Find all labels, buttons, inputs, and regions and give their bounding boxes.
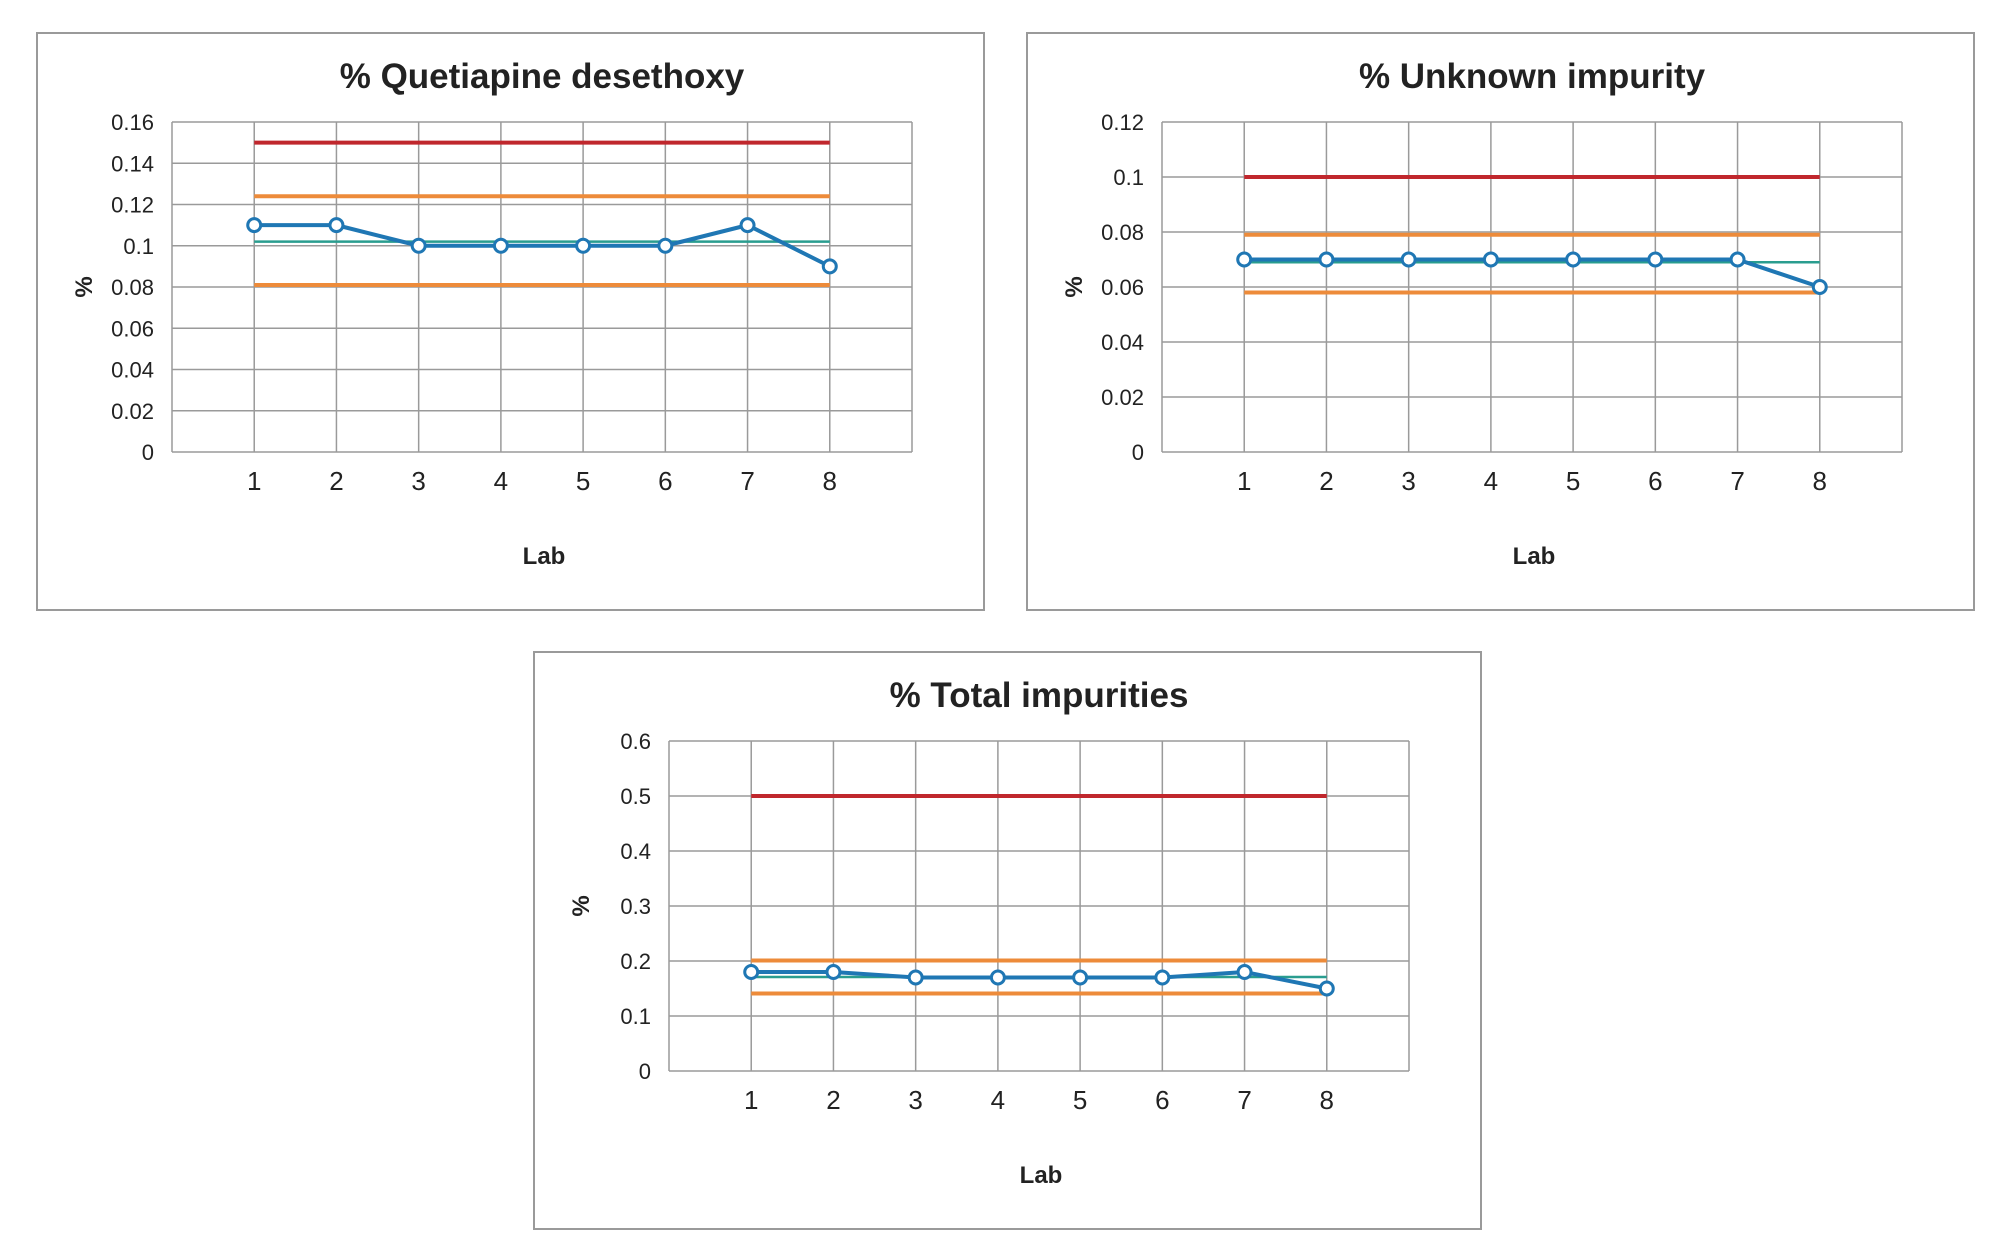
x-tick-label: 5	[1073, 1085, 1087, 1115]
x-tick-label: 3	[1401, 466, 1415, 496]
y-tick-label: 0.1	[123, 234, 154, 259]
x-tick-label: 6	[658, 466, 672, 496]
y-tick-label: 0.3	[620, 894, 651, 919]
y-tick-label: 0	[1132, 440, 1144, 465]
x-tick-label: 3	[411, 466, 425, 496]
chart-unknown-impurity: % Unknown impurity 0 0.02 0.04 0.06 0.08 0.1 0.…	[1061, 57, 1903, 570]
x-tick-label: 2	[1319, 466, 1333, 496]
x-tick-label: 2	[826, 1085, 840, 1115]
y-tick-label: 0.08	[111, 275, 154, 300]
y-axis-label: %	[568, 895, 595, 916]
data-point	[1236, 251, 1253, 268]
data-point	[1072, 969, 1089, 986]
y-tick-label: 0.02	[111, 399, 154, 424]
x-tick-label: 3	[908, 1085, 922, 1115]
y-tick-label: 0.06	[111, 316, 154, 341]
chart-panel-quetiapine-desethoxy: % Quetiapine desethoxy 0 0.02 0.04 0.06 0.08 0…	[36, 32, 985, 611]
chart-title: % Quetiapine desethoxy	[340, 57, 745, 96]
data-point	[1565, 251, 1582, 268]
x-tick-label: 8	[1813, 466, 1827, 496]
y-tick-label: 0.12	[1101, 110, 1144, 135]
y-tick-label: 0	[639, 1059, 651, 1084]
data-point	[825, 964, 842, 980]
x-tick-label: 5	[1566, 466, 1580, 496]
y-axis-label: %	[71, 276, 98, 297]
x-axis-label: Lab	[1020, 1162, 1063, 1189]
x-tick-label: 1	[247, 466, 261, 496]
y-tick-label: 0.04	[111, 358, 154, 383]
y-tick-label: 0.1	[1113, 165, 1144, 190]
x-tick-label: 1	[744, 1085, 758, 1115]
data-point	[1154, 969, 1171, 986]
data-point	[1318, 251, 1335, 268]
series-line-lab-result	[751, 970, 1328, 991]
data-point	[1811, 279, 1828, 295]
x-tick-label: 4	[1484, 466, 1498, 496]
y-tick-label: 0.06	[1101, 275, 1144, 300]
chart-quetiapine-desethoxy: % Quetiapine desethoxy 0 0.02 0.04 0.06 0.08 0…	[71, 57, 913, 570]
x-tick-label: 6	[1648, 466, 1662, 496]
data-point	[1318, 980, 1335, 997]
y-tick-label: 0.12	[111, 193, 154, 218]
chart-total-impurities: % Total impurities 0 0.1 0.2 0.3 0.4 0.5 0.6 1 2 3…	[568, 676, 1410, 1189]
x-axis-label: Lab	[1513, 543, 1556, 570]
chart-panel-total-impurities: % Total impurities 0 0.1 0.2 0.3 0.4 0.5 0.6 1 2 3…	[533, 651, 1482, 1230]
data-point	[246, 217, 263, 234]
data-point	[492, 237, 509, 254]
data-point	[907, 969, 924, 986]
x-tick-label: 7	[740, 466, 754, 496]
x-tick-label: 4	[991, 1085, 1005, 1115]
chart-title: % Unknown impurity	[1359, 57, 1706, 96]
chart-panel-unknown-impurity: % Unknown impurity 0 0.02 0.04 0.06 0.08 0.1 0.…	[1026, 32, 1975, 611]
chart-title: % Total impurities	[890, 676, 1189, 715]
data-point	[657, 237, 674, 254]
y-tick-label: 0.4	[620, 839, 651, 864]
y-tick-label: 0.02	[1101, 385, 1144, 410]
data-point	[1482, 251, 1499, 268]
y-tick-label: 0.6	[620, 729, 651, 754]
x-axis-label: Lab	[523, 543, 566, 570]
data-point	[1647, 251, 1664, 268]
x-tick-label: 5	[576, 466, 590, 496]
y-tick-label: 0.08	[1101, 220, 1144, 245]
x-tick-label: 2	[329, 466, 343, 496]
y-tick-label: 0.2	[620, 949, 651, 974]
data-point	[1729, 251, 1746, 268]
x-tick-label: 8	[823, 466, 837, 496]
y-tick-label: 0.14	[111, 151, 154, 176]
x-tick-label: 1	[1237, 466, 1251, 496]
data-point	[1236, 964, 1253, 980]
data-point	[743, 964, 760, 980]
y-tick-label: 0.16	[111, 110, 154, 135]
data-point	[821, 258, 838, 275]
series-line-lab-result	[254, 223, 831, 269]
y-tick-label: 0	[142, 440, 154, 465]
data-point	[739, 217, 756, 234]
x-tick-label: 7	[1730, 466, 1744, 496]
y-tick-label: 0.1	[620, 1004, 651, 1029]
x-tick-label: 6	[1155, 1085, 1169, 1115]
data-point	[1400, 251, 1417, 268]
y-tick-label: 0.5	[620, 784, 651, 809]
y-axis-label: %	[1061, 276, 1088, 297]
data-point	[410, 237, 427, 254]
series-line-lab-result	[1244, 257, 1821, 289]
x-tick-label: 4	[494, 466, 508, 496]
x-tick-label: 8	[1320, 1085, 1334, 1115]
y-tick-label: 0.04	[1101, 330, 1144, 355]
data-point	[989, 969, 1006, 986]
data-point	[328, 217, 345, 234]
x-tick-label: 7	[1237, 1085, 1251, 1115]
data-point	[575, 237, 592, 254]
